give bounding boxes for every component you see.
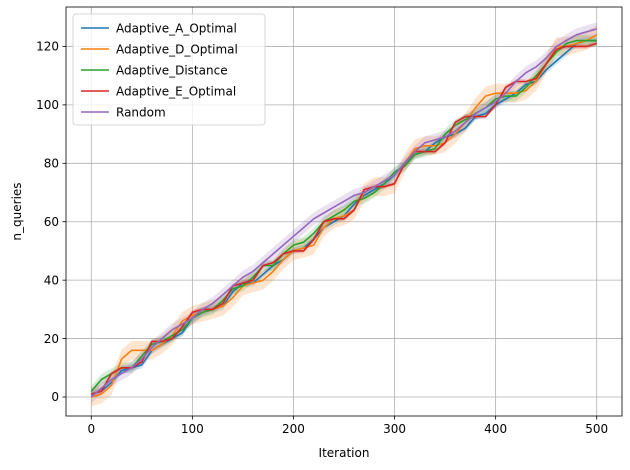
legend-label: Random bbox=[116, 105, 166, 119]
y-tick-label: 100 bbox=[36, 98, 59, 112]
series-line-adaptive-d-optimal bbox=[91, 34, 598, 398]
legend-label: Adaptive_D_Optimal bbox=[116, 42, 238, 56]
legend: Adaptive_A_Optimal Adaptive_D_Optimal Adap… bbox=[72, 13, 266, 126]
x-tick-label: 300 bbox=[383, 422, 406, 436]
x-tick-label: 100 bbox=[181, 422, 204, 436]
y-axis-title: n_queries bbox=[10, 182, 24, 240]
x-tick-label: 500 bbox=[585, 422, 608, 436]
plot-frame bbox=[65, 6, 623, 417]
y-tick-label: 120 bbox=[36, 40, 59, 54]
x-axis-title: Iteration bbox=[319, 446, 370, 460]
x-tick-label: 200 bbox=[282, 422, 305, 436]
legend-box bbox=[72, 13, 266, 126]
legend-label: Adaptive_A_Optimal bbox=[116, 21, 237, 35]
legend-label: Adaptive_E_Optimal bbox=[116, 84, 236, 98]
x-tick-label: 0 bbox=[87, 422, 95, 436]
y-tick-label: 60 bbox=[44, 215, 59, 229]
axis-ticks: 0 100 200 300 400 500 0 20 40 60 80 100 120 bbox=[36, 40, 608, 436]
x-tick-label: 400 bbox=[484, 422, 507, 436]
series-lines bbox=[90, 28, 598, 398]
y-tick-label: 0 bbox=[51, 390, 59, 404]
series-line-adaptive-e-optimal bbox=[91, 42, 597, 395]
legend-label: Adaptive_Distance bbox=[116, 63, 228, 77]
series-line-random bbox=[90, 28, 597, 398]
y-tick-label: 80 bbox=[44, 156, 59, 170]
y-tick-label: 40 bbox=[44, 273, 59, 287]
y-tick-label: 20 bbox=[44, 332, 59, 346]
